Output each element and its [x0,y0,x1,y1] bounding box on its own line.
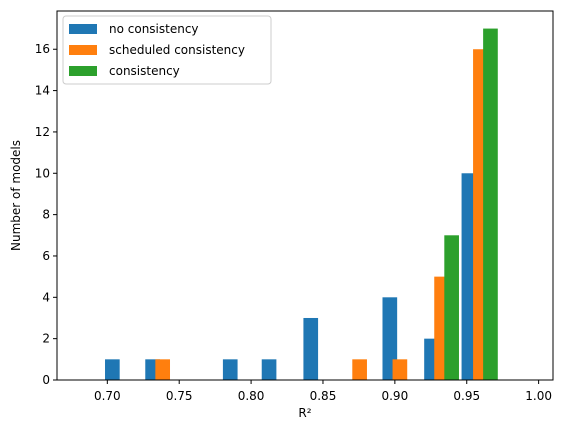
y-tick-label: 0 [42,373,50,387]
y-tick-label: 2 [42,332,50,346]
bar-scheduled-consistency-2 [392,359,408,380]
legend-swatch-scheduled-consistency [69,45,97,55]
x-tick-label: 0.85 [310,389,337,403]
y-tick-label: 10 [35,166,50,180]
y-tick-label: 8 [42,208,50,222]
y-tick-label: 6 [42,249,50,263]
bar-no-consistency-7 [461,173,477,380]
legend-box [62,15,272,85]
y-tick-label: 16 [35,42,50,56]
x-tick-label: 0.95 [453,389,480,403]
bar-no-consistency-4 [303,317,319,380]
bar-no-consistency-0 [105,359,120,380]
y-tick-label: 12 [35,125,50,139]
legend: no consistency scheduled consistency consi… [62,15,272,85]
legend-swatch-consistency [69,66,97,76]
x-axis: 0.70 0.75 0.80 0.85 0.90 0.95 1.00 [94,380,552,403]
x-axis-label: R² [298,406,311,420]
legend-swatch-no-consistency [69,24,97,34]
x-tick-label: 0.80 [238,389,265,403]
legend-label-scheduled-consistency: scheduled consistency [109,43,245,57]
bar-no-consistency-3 [261,359,277,380]
y-axis: 0 2 4 6 8 10 12 14 16 [35,42,57,387]
y-axis-label: Number of models [9,140,23,251]
bar-scheduled-consistency-1 [352,359,367,380]
bar-consistency-1 [483,28,498,380]
bars-layer [105,28,498,380]
bar-scheduled-consistency-0 [155,359,171,380]
x-tick-label: 0.90 [381,389,408,403]
x-tick-label: 1.00 [525,389,552,403]
y-tick-label: 4 [42,290,50,304]
bar-consistency-0 [444,235,459,380]
y-tick-label: 14 [35,84,50,98]
plot-frame [56,10,554,381]
legend-label-consistency: consistency [109,64,180,78]
legend-label-no-consistency: no consistency [109,22,199,36]
bar-no-consistency-2 [222,359,238,380]
x-tick-label: 0.75 [166,389,193,403]
x-tick-label: 0.70 [94,389,121,403]
